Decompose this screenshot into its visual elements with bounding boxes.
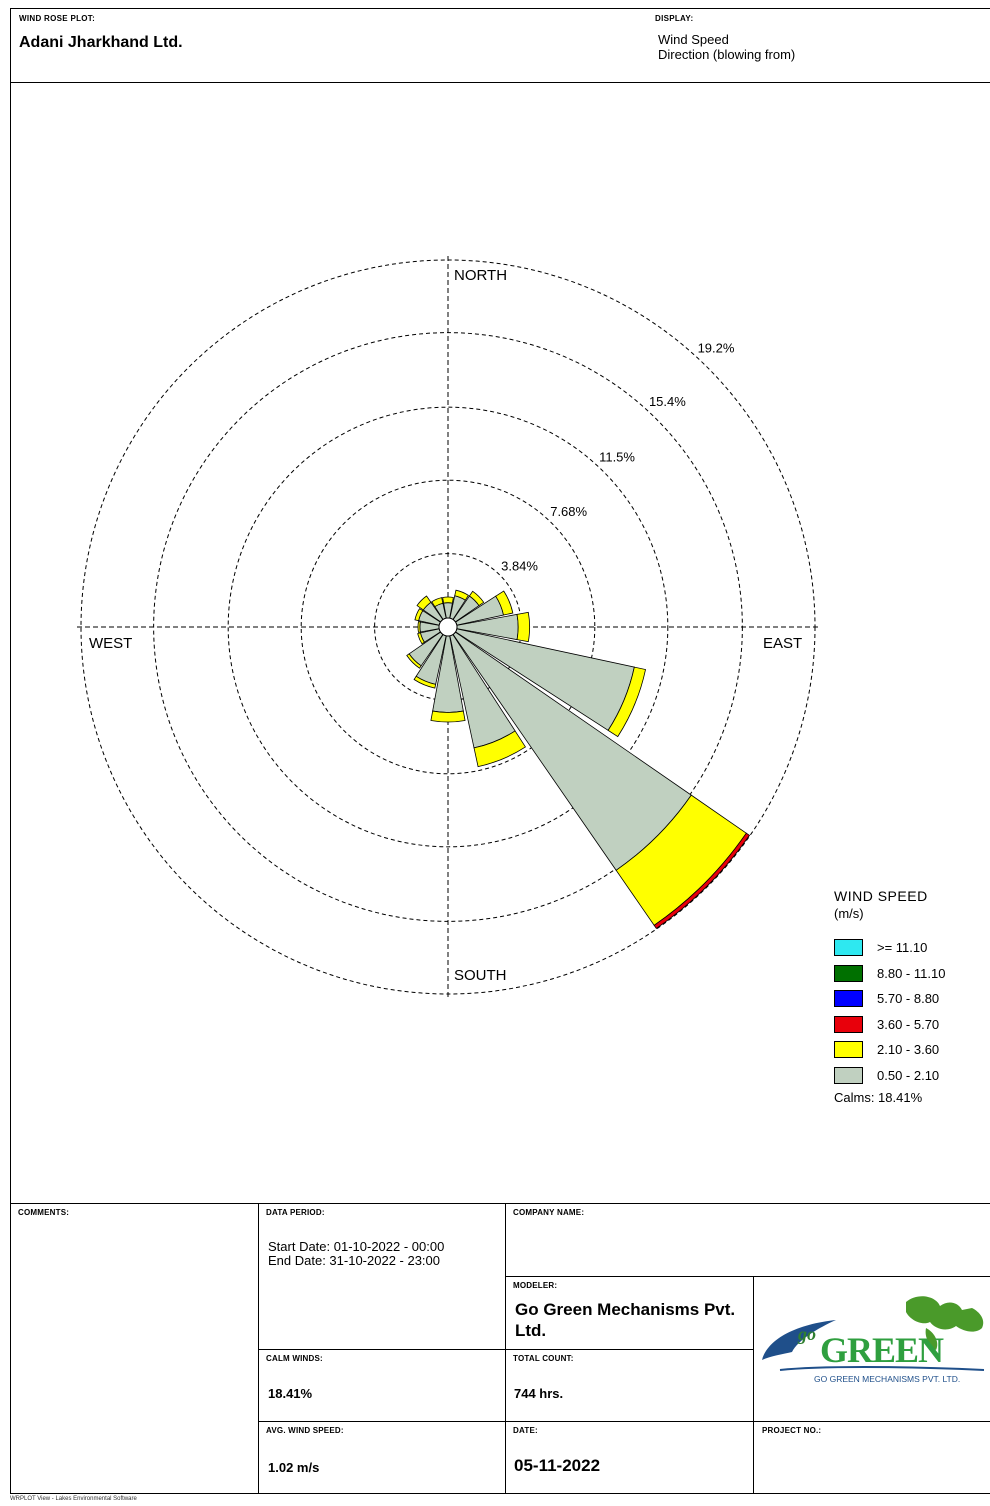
page-title: Adani Jharkhand Ltd. [19,34,183,51]
avg-speed-label: AVG. WIND SPEED: [266,1426,344,1435]
ring-label: 11.5% [599,450,635,465]
legend-item: 3.60 - 5.70 [834,1012,945,1038]
legend-item: 0.50 - 2.10 [834,1063,945,1089]
rose-sector [414,608,424,622]
rose-sector [516,611,531,643]
legend-label: 3.60 - 5.70 [877,1016,940,1032]
calm-winds-label: CALM WINDS: [266,1354,323,1363]
rose-sector [473,730,527,768]
direction-label-north: NORTH [454,267,507,284]
rose-sector [454,589,469,601]
rose-sector [431,597,444,608]
rose-sector [416,595,432,611]
wind-rose-chart: 3.84% 7.68% 11.5% 15.4% 19.2% NORTH SOUTH EAST W… [77,256,819,998]
ring-label: 3.84% [501,558,538,573]
start-date: Start Date: 01-10-2022 - 00:00 [268,1239,445,1254]
ring [153,332,743,922]
data-period: Start Date: 01-10-2022 - 00:00 End Date:… [268,1240,444,1268]
calm-circle [438,617,458,637]
display-label: DISPLAY: [655,14,694,23]
plot-label: WIND ROSE PLOT: [19,14,96,23]
modeler-value: Go Green Mechanisms Pvt. Ltd. [515,1300,736,1340]
legend-list: >= 11.10 8.80 - 11.10 5.70 - 8.80 3.60 - 5.… [834,935,945,1088]
ring-label: 15.4% [649,394,686,409]
footer-text: WRPLOT View - Lakes Environmental Softwa… [10,1496,137,1502]
legend-swatch [834,1015,863,1033]
direction-label-south: SOUTH [454,967,507,984]
table-top-border [10,1203,990,1204]
ring [80,259,816,995]
ring [300,479,596,775]
legend-swatch [834,939,863,957]
legend-title: WIND SPEED [834,888,928,904]
table-row-line-1 [505,1276,990,1277]
comments-label: COMMENTS: [18,1208,70,1217]
direction-label-west: WEST [89,635,132,652]
legend-item: 2.10 - 3.60 [834,1037,945,1063]
legend-item: 5.70 - 8.80 [834,986,945,1012]
legend-label: >= 11.10 [877,940,928,956]
rose-sector [406,653,422,669]
legend-swatch [834,1041,863,1059]
legend-label: 2.10 - 3.60 [877,1042,940,1058]
total-count-label: TOTAL COUNT: [513,1354,574,1363]
table-divider-1 [258,1203,259,1494]
svg-text:GO GREEN MECHANISMS PVT. LTD.: GO GREEN MECHANISMS PVT. LTD. [814,1374,960,1384]
rose-sector [417,621,421,633]
table-row-line-3 [258,1421,990,1422]
rose-sector [653,832,751,930]
legend-unit: (m/s) [834,906,864,921]
legend: WIND SPEED (m/s) >= 11.10 8.80 - 11.10 5.7… [834,888,945,1105]
go-green-logo: go GREEN GO GREEN MECHANISMS PVT. LTD. [762,1296,985,1384]
table-row-line-2 [258,1349,753,1350]
legend-label: 0.50 - 2.10 [877,1067,940,1083]
rose-sector [442,596,454,604]
calm-winds-value: 18.41% [268,1386,313,1401]
rose-sector [607,666,647,738]
date-value: 05-11-2022 [514,1456,601,1475]
direction-label-east: EAST [763,635,802,652]
display-line-1: Wind Speed [658,32,729,47]
svg-text:GREEN: GREEN [820,1330,944,1370]
rose-sector [430,710,466,723]
data-period-label: DATA PERIOD: [266,1208,325,1217]
rose-sector [468,590,485,607]
company-label: COMPANY NAME: [513,1208,585,1217]
legend-label: 5.70 - 8.80 [877,991,940,1007]
legend-label: 8.80 - 11.10 [877,965,946,981]
legend-swatch [834,990,863,1008]
rose-sector [417,632,425,645]
date-label: DATE: [513,1426,538,1435]
header: WIND ROSE PLOT: Adani Jharkhand Ltd. DIS… [10,8,990,83]
legend-item: >= 11.10 [834,935,945,961]
avg-speed-value: 1.02 m/s [268,1460,320,1475]
modeler-label: MODELER: [513,1281,558,1290]
legend-item: 8.80 - 11.10 [834,961,945,987]
legend-swatch [834,964,863,982]
table-divider-3 [753,1276,754,1494]
legend-swatch [834,1066,863,1084]
ring [227,406,669,848]
rose-sector [495,590,514,616]
svg-text:go: go [797,1324,816,1344]
total-count-value: 744 hrs. [514,1386,564,1401]
rose-sector [413,675,437,689]
legend-calms: Calms: 18.41% [834,1090,923,1105]
end-date: End Date: 31-10-2022 - 23:00 [268,1253,441,1268]
ring-label: 19.2% [698,340,735,355]
ring-label: 7.68% [550,504,587,519]
table-divider-2 [505,1203,506,1494]
display-line-2: Direction (blowing from) [658,47,796,62]
display-info: Wind Speed Direction (blowing from) [658,32,795,62]
project-label: PROJECT NO.: [762,1426,822,1435]
page-frame [10,8,990,1494]
